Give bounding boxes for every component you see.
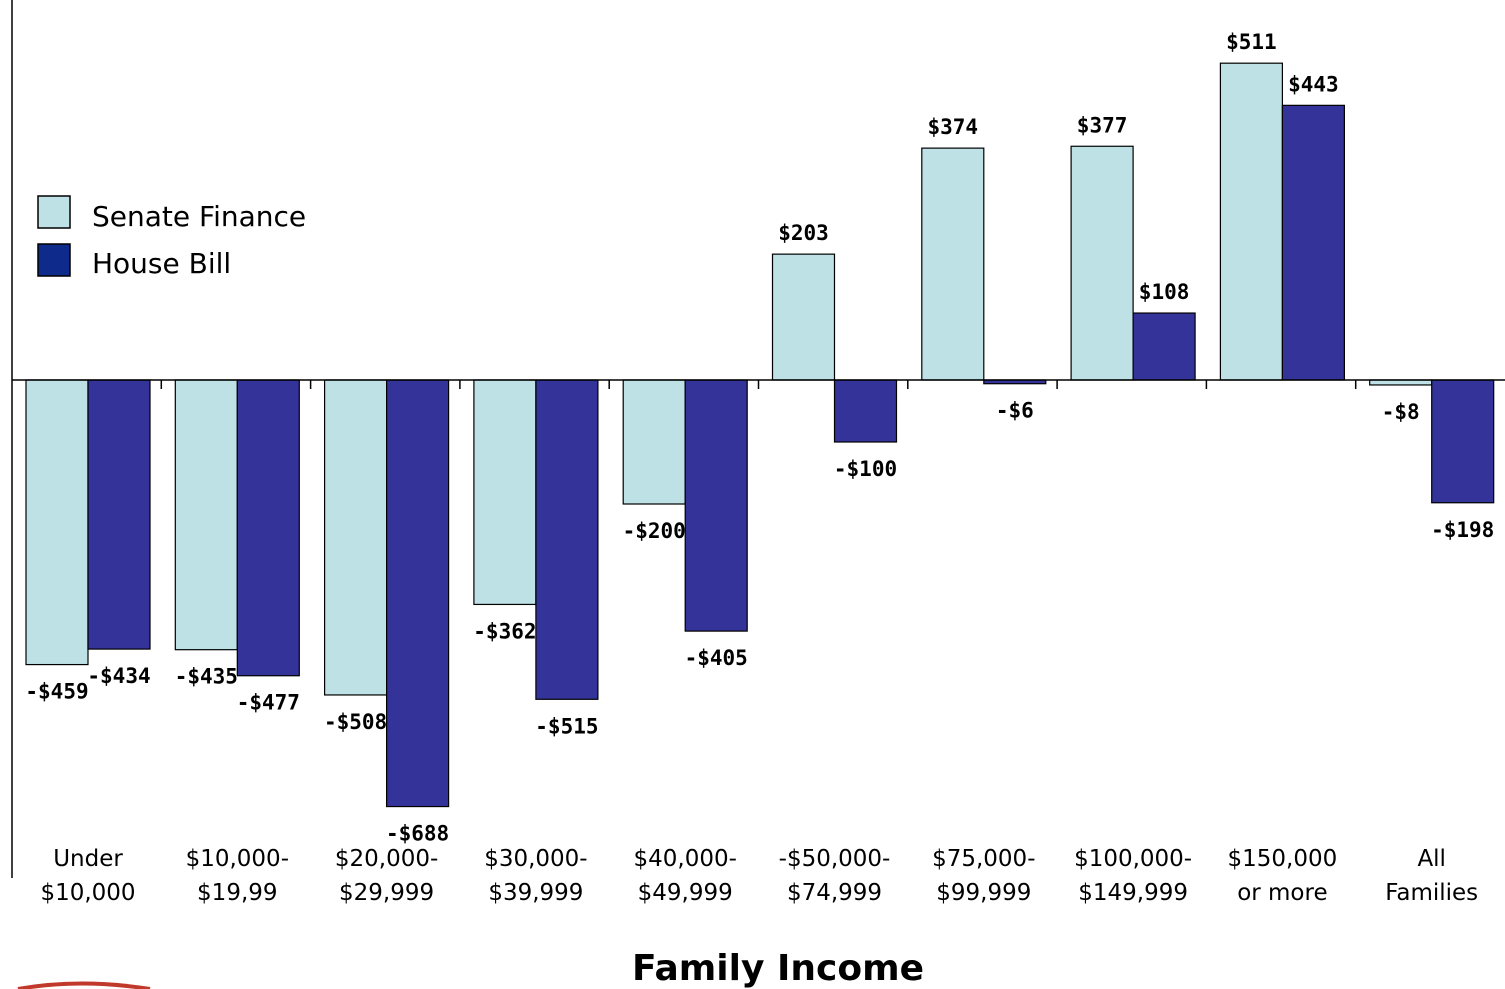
data-label-house-bill-0: -$434 bbox=[87, 664, 150, 688]
category-labels-layer: Under $10,000 $10,000- $19,99 $20,000- $29,99… bbox=[40, 846, 1478, 906]
bar-house-bill-2 bbox=[386, 379, 450, 808]
category-label-6-line-0: $75,000- bbox=[932, 846, 1035, 872]
bar-house-bill-0 bbox=[87, 379, 151, 650]
x-axis-title: Family Income bbox=[632, 948, 924, 989]
category-label-0-line-1: $10,000 bbox=[40, 880, 135, 906]
category-label-0-line-0: Under bbox=[53, 846, 123, 872]
bar-house-bill-3 bbox=[535, 379, 599, 700]
data-label-senate-finance-3: -$362 bbox=[473, 619, 536, 643]
category-label-3-line-1: $39,999 bbox=[488, 880, 583, 906]
bar-senate-finance-7 bbox=[1070, 145, 1134, 381]
category-label-1-line-1: $19,99 bbox=[197, 880, 277, 906]
data-label-house-bill-2: -$688 bbox=[386, 822, 449, 846]
category-label-9-line-1: Families bbox=[1385, 880, 1478, 906]
legend-swatch-senate-finance bbox=[37, 195, 71, 229]
data-label-senate-finance-0: -$459 bbox=[25, 680, 88, 704]
data-label-house-bill-8: $443 bbox=[1288, 72, 1339, 96]
category-label-4-line-0: $40,000- bbox=[633, 846, 736, 872]
data-label-house-bill-4: -$405 bbox=[685, 646, 748, 670]
bar-house-bill-1 bbox=[236, 379, 300, 677]
category-label-5-line-0: -$50,000- bbox=[779, 846, 891, 872]
bar-senate-finance-6 bbox=[921, 147, 985, 381]
bar-house-bill-7 bbox=[1132, 312, 1196, 381]
data-label-house-bill-3: -$515 bbox=[535, 714, 598, 738]
data-label-senate-finance-8: $511 bbox=[1226, 30, 1277, 54]
bars-layer bbox=[25, 62, 1495, 808]
bar-senate-finance-5 bbox=[771, 253, 836, 381]
data-label-house-bill-1: -$477 bbox=[237, 691, 300, 715]
data-label-senate-finance-6: $374 bbox=[928, 115, 979, 139]
category-label-6-line-1: $99,999 bbox=[936, 880, 1031, 906]
category-label-8-line-1: or more bbox=[1237, 880, 1327, 906]
data-label-house-bill-7: $108 bbox=[1139, 280, 1190, 304]
category-label-1-line-0: $10,000- bbox=[186, 846, 289, 872]
data-label-senate-finance-7: $377 bbox=[1077, 113, 1128, 137]
category-label-3-line-0: $30,000- bbox=[484, 846, 587, 872]
bar-senate-finance-4 bbox=[622, 379, 686, 505]
data-label-senate-finance-2: -$508 bbox=[324, 710, 387, 734]
data-label-house-bill-6: -$6 bbox=[996, 399, 1034, 423]
data-labels-layer: -$459-$434 -$435-$477 -$508 -$688 -$362 -$515… bbox=[25, 30, 1494, 845]
bar-senate-finance-0 bbox=[25, 379, 89, 666]
bar-senate-finance-8 bbox=[1219, 62, 1284, 381]
legend-swatch-house-bill bbox=[37, 243, 71, 277]
category-label-2-line-0: $20,000- bbox=[335, 846, 438, 872]
data-label-house-bill-5: -$100 bbox=[834, 457, 897, 481]
category-label-7-line-0: $100,000- bbox=[1074, 846, 1192, 872]
legend-label-house-bill: House Bill bbox=[92, 247, 231, 280]
data-label-senate-finance-5: $203 bbox=[778, 221, 829, 245]
data-label-senate-finance-9: -$8 bbox=[1382, 400, 1420, 424]
bar-house-bill-8 bbox=[1281, 104, 1346, 381]
legend: Senate Finance House Bill bbox=[37, 195, 306, 280]
category-label-4-line-1: $49,999 bbox=[638, 880, 733, 906]
category-label-5-line-1: $74,999 bbox=[787, 880, 882, 906]
ticks-layer bbox=[160, 380, 1357, 389]
category-label-2-line-1: $29,999 bbox=[339, 880, 434, 906]
bar-senate-finance-1 bbox=[174, 379, 238, 651]
category-label-9-line-0: All bbox=[1417, 846, 1446, 872]
bar-senate-finance-3 bbox=[473, 379, 537, 606]
bar-senate-finance-2 bbox=[324, 379, 388, 696]
category-label-7-line-1: $149,999 bbox=[1078, 880, 1188, 906]
data-label-house-bill-9: -$198 bbox=[1431, 518, 1494, 542]
logo-swoosh bbox=[17, 981, 151, 989]
bar-house-bill-5 bbox=[833, 379, 898, 443]
data-label-senate-finance-4: -$200 bbox=[623, 519, 686, 543]
bar-house-bill-4 bbox=[684, 379, 748, 632]
category-label-8-line-0: $150,000 bbox=[1228, 846, 1338, 872]
legend-label-senate-finance: Senate Finance bbox=[92, 200, 306, 233]
bar-house-bill-9 bbox=[1431, 379, 1495, 504]
data-label-senate-finance-1: -$435 bbox=[175, 665, 238, 689]
